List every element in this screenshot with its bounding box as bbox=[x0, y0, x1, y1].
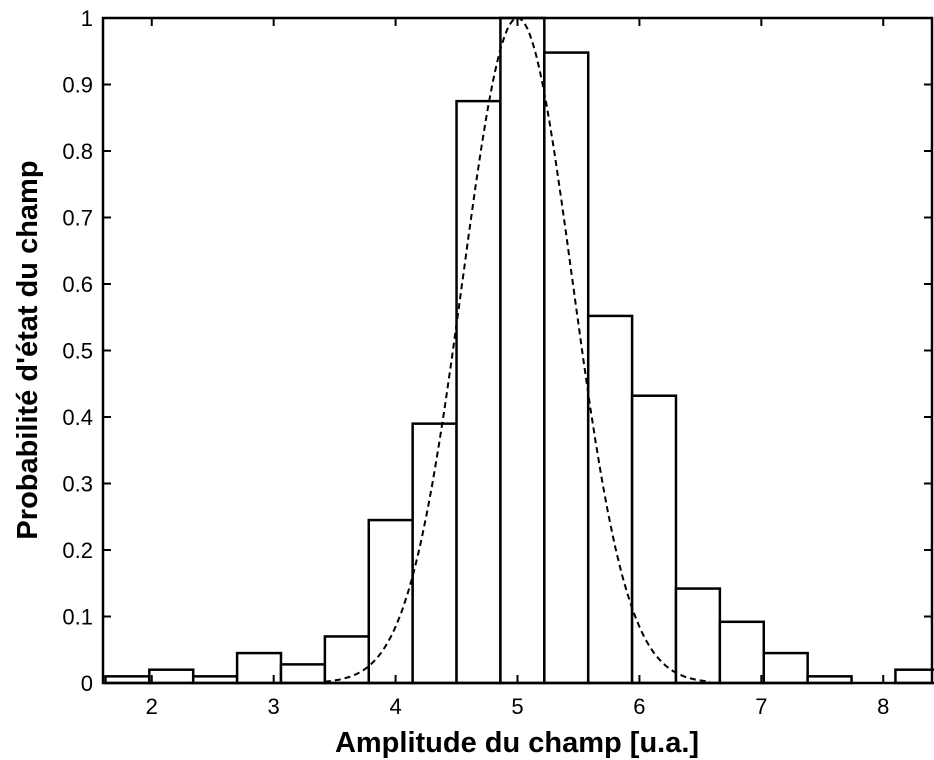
y-tick-label: 0.5 bbox=[62, 339, 93, 364]
histogram-bar bbox=[148, 668, 195, 685]
histogram-bar bbox=[718, 620, 766, 685]
histogram-bar bbox=[279, 663, 327, 685]
x-tick-label: 3 bbox=[268, 694, 280, 719]
x-tick-label: 2 bbox=[146, 694, 158, 719]
x-tick-label: 8 bbox=[877, 694, 889, 719]
histogram-bar bbox=[762, 651, 809, 685]
histogram-bar bbox=[586, 314, 634, 685]
x-tick-label: 4 bbox=[389, 694, 401, 719]
bars-group bbox=[104, 16, 934, 685]
x-tick-label: 7 bbox=[755, 694, 767, 719]
x-tick-label: 5 bbox=[511, 694, 523, 719]
y-axis-title: Probabilité d'état du champ bbox=[12, 160, 44, 539]
y-axis: 0 0.1 0.2 0.3 0.4 0.5 0.6 0.7 0.8 0.9 1 bbox=[62, 6, 932, 696]
histogram-bar bbox=[674, 587, 722, 685]
histogram-bar bbox=[630, 394, 678, 685]
y-tick-label: 0.8 bbox=[62, 139, 93, 164]
y-tick-label: 0.3 bbox=[62, 472, 93, 497]
histogram-bar bbox=[455, 99, 502, 685]
y-tick-label: 0 bbox=[81, 671, 93, 696]
x-tick-label: 6 bbox=[633, 694, 645, 719]
y-tick-label: 0.7 bbox=[62, 206, 93, 231]
y-tick-label: 0.6 bbox=[62, 272, 93, 297]
y-tick-label: 1 bbox=[81, 6, 93, 31]
y-tick-label: 0.4 bbox=[62, 405, 93, 430]
histogram-bar bbox=[543, 51, 590, 685]
x-axis: 2 3 4 5 6 7 8 bbox=[146, 18, 889, 719]
y-tick-label: 0.1 bbox=[62, 605, 93, 630]
y-tick-label: 0.9 bbox=[62, 73, 93, 98]
y-tick-label: 0.2 bbox=[62, 538, 93, 563]
histogram-bar bbox=[323, 635, 371, 685]
histogram-bar bbox=[894, 668, 934, 685]
x-axis-title: Amplitude du champ [u.a.] bbox=[335, 727, 699, 759]
histogram-bar bbox=[499, 16, 546, 685]
